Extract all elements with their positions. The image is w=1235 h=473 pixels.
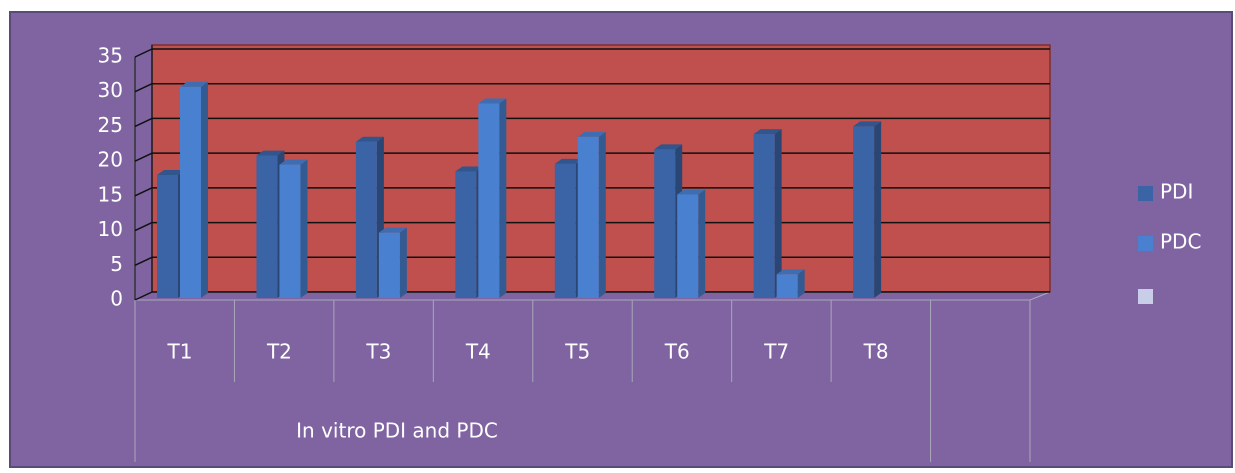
- legend-label: PDI: [1160, 180, 1193, 204]
- bar-top: [577, 131, 606, 137]
- bar: [577, 136, 599, 298]
- bar: [853, 126, 875, 298]
- bar: [654, 149, 676, 298]
- grid-line-side: [134, 221, 153, 232]
- legend-swatch: [1138, 186, 1153, 201]
- bar: [180, 86, 201, 299]
- bar-side: [698, 189, 706, 298]
- bar-top: [279, 159, 308, 165]
- grid-line-side: [134, 256, 153, 266]
- x-tick-label: T2: [266, 340, 292, 364]
- bar-top: [355, 136, 384, 142]
- bar: [279, 164, 301, 298]
- bar-top: [554, 158, 583, 164]
- bar: [378, 232, 400, 298]
- bar-top: [753, 129, 782, 135]
- bar-top: [256, 150, 285, 156]
- bar: [677, 194, 699, 298]
- x-tick-label: T4: [465, 340, 491, 364]
- grid-line-side: [134, 291, 153, 301]
- bar-side: [598, 131, 606, 298]
- bar-side: [774, 129, 782, 298]
- bar-side: [399, 227, 407, 298]
- legend-swatch: [1138, 236, 1153, 251]
- bar-side: [874, 121, 882, 298]
- legend-swatch-empty: [1138, 289, 1153, 304]
- grid-line-side: [134, 117, 153, 128]
- bar: [554, 163, 576, 298]
- grid-line-side: [134, 187, 153, 197]
- bar-top: [853, 121, 882, 127]
- bar: [256, 155, 278, 298]
- bar-side: [201, 81, 208, 299]
- x-tick-label: T1: [167, 340, 193, 364]
- bar-top: [180, 81, 208, 87]
- y-tick-label: 25: [98, 113, 123, 137]
- y-tick-label: 0: [110, 287, 123, 311]
- x-tick-label: T8: [863, 340, 889, 364]
- bar: [455, 171, 477, 298]
- y-tick-label: 5: [110, 252, 123, 276]
- legend-label: PDC: [1160, 230, 1201, 254]
- bar-top: [157, 170, 185, 176]
- bar-top: [677, 189, 706, 195]
- bar: [776, 274, 798, 298]
- grid-line-side: [134, 83, 153, 93]
- x-tick-label: T6: [664, 340, 690, 364]
- bar-top: [654, 144, 683, 150]
- bar-top: [455, 166, 484, 172]
- bar: [478, 103, 500, 298]
- bar-side: [300, 159, 308, 298]
- y-tick-label: 15: [98, 182, 123, 206]
- x-tick-label: T3: [365, 340, 391, 364]
- x-tick-label: T7: [763, 340, 789, 364]
- bar: [753, 134, 775, 298]
- y-tick-label: 30: [98, 78, 123, 102]
- y-tick-label: 35: [98, 44, 123, 68]
- bar-side: [499, 98, 507, 298]
- y-tick-label: 20: [98, 148, 123, 172]
- bar-side: [797, 269, 805, 298]
- grid-line-side: [134, 152, 153, 162]
- x-tick-label: T5: [564, 340, 590, 364]
- bar-top: [478, 98, 507, 104]
- bar-top: [776, 269, 805, 275]
- grid-line-side: [134, 48, 153, 58]
- bar: [157, 175, 178, 298]
- y-tick-label: 10: [98, 217, 123, 241]
- bar-top: [378, 227, 407, 233]
- bar: [355, 141, 377, 298]
- x-axis-label: In vitro PDI and PDC: [296, 419, 498, 443]
